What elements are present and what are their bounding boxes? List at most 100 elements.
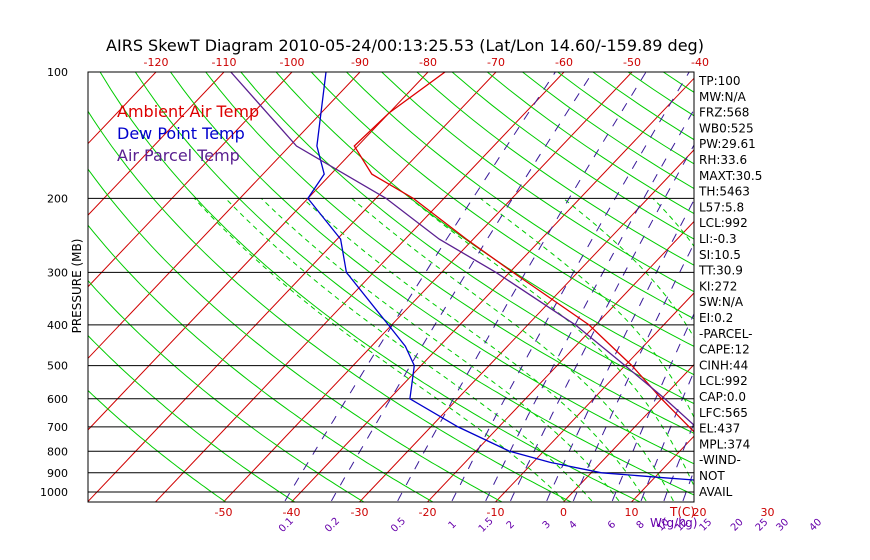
mixing-ratio-unit-label: W(g/kg) (650, 516, 697, 530)
moist-adiabat-line (302, 198, 647, 502)
chart-title: AIRS SkewT Diagram 2010-05-24/00:13:25.5… (106, 36, 704, 55)
index-value: MPL:374 (699, 437, 750, 451)
index-value: EI:0.2 (699, 311, 733, 325)
moist-adiabat-line (562, 198, 694, 339)
bottom-temp-tick-label: 0 (560, 506, 567, 519)
dry-adiabat-line (804, 72, 870, 503)
index-value: TT:30.9 (698, 264, 743, 278)
mixing-ratio-tick-label: 4 (567, 519, 579, 531)
pressure-tick-label: 900 (47, 467, 68, 480)
isotherm-line (290, 77, 694, 502)
index-value: RH:33.6 (699, 153, 747, 167)
mixing-ratio-tick-label: 3 (541, 519, 553, 531)
label-layer: 0.1 0.2 0.5 1 1.5 2 3 4 6 8 10 12 15 20 25 30 4010020030… (40, 56, 824, 535)
bottom-temp-tick-label: 30 (761, 506, 775, 519)
mixing-ratio-tick-label: 30 (774, 517, 791, 534)
mixing-ratio-line (663, 421, 694, 502)
mixing-ratio-line (451, 72, 690, 502)
dry-adiabat-line (769, 72, 870, 503)
mixing-ratio-tick-label: 2 (505, 519, 517, 531)
mixing-ratio-line (330, 72, 594, 502)
legend-entry: Dew Point Temp (117, 124, 245, 143)
index-value: MAXT:30.5 (699, 169, 762, 183)
mixing-ratio-tick-label: 6 (606, 519, 618, 531)
mixing-ratio-tick-label: 0.5 (389, 516, 408, 535)
isotherm-line (562, 363, 694, 502)
pressure-tick-label: 600 (47, 393, 68, 406)
mixing-ratio-line (738, 72, 870, 501)
isotherm-line (222, 72, 633, 502)
isotherm-line (767, 72, 870, 503)
top-temp-tick-label: -60 (555, 56, 573, 69)
mixing-ratio-tick-label: 15 (698, 517, 715, 534)
mixing-ratio-line (284, 72, 556, 502)
index-value: KI:272 (699, 279, 737, 293)
mixing-ratio-tick-label: 25 (754, 517, 771, 534)
plot-frame (87, 71, 695, 503)
dry-adiabat-line (451, 72, 694, 240)
legend-entry: Ambient Air Temp (117, 102, 259, 121)
mixing-ratio-tick-label: 0.2 (323, 516, 342, 535)
pressure-tick-label: 200 (47, 192, 68, 205)
bottom-temp-tick-label: -50 (215, 506, 233, 519)
index-value: FRZ:568 (699, 106, 749, 120)
mixing-ratio-tick-label: 20 (729, 517, 746, 534)
dry-adiabat-line (205, 72, 694, 434)
index-value: CAPE:12 (699, 343, 750, 357)
index-value: LFC:565 (699, 406, 748, 420)
mixing-ratio-line (485, 108, 694, 502)
moist-adiabat-line (261, 198, 620, 502)
mixing-ratio-line (784, 72, 870, 501)
index-value: LCL:992 (699, 216, 748, 230)
bottom-temp-tick-label: -40 (283, 506, 301, 519)
index-value: -PARCEL- (699, 327, 753, 341)
index-value: AVAIL (699, 485, 733, 499)
index-value: SI:10.5 (699, 248, 741, 262)
isotherm-line (0, 72, 20, 503)
dry-adiabat-line (522, 72, 694, 190)
top-temp-tick-label: -100 (280, 56, 305, 69)
top-temp-tick-label: -80 (419, 56, 437, 69)
moist-adiabat-line (803, 198, 837, 501)
dry-adiabat-line (240, 72, 694, 405)
index-value: WB0:525 (699, 121, 754, 135)
isotherm-line (88, 72, 225, 216)
index-value: LI:-0.3 (699, 232, 737, 246)
bottom-temp-tick-label: -20 (419, 506, 437, 519)
mixing-ratio-tick-label: 40 (808, 517, 825, 534)
index-value: CAP:0.0 (699, 390, 746, 404)
index-value: NOT (699, 469, 725, 483)
pressure-tick-label: 400 (47, 319, 68, 332)
pressure-tick-label: 1000 (40, 486, 68, 499)
legend-entry: Air Parcel Temp (117, 146, 240, 165)
index-value: EL:437 (699, 422, 740, 436)
bottom-temp-tick-label: 20 (693, 506, 707, 519)
pressure-tick-label: 700 (47, 421, 68, 434)
pressure-tick-label: 100 (47, 66, 68, 79)
top-temp-tick-label: -90 (351, 56, 369, 69)
top-temp-tick-label: -70 (487, 56, 505, 69)
ambient-temp-line (353, 72, 694, 433)
mixing-ratio-line (763, 72, 870, 501)
top-temp-tick-label: -110 (212, 56, 237, 69)
isotherm-line (154, 72, 565, 502)
mixing-ratio-tick-label: 1 (447, 519, 459, 531)
mixing-ratio-line (817, 72, 870, 501)
isotherm-line (835, 72, 870, 503)
t-axis-unit-label: T(C) (669, 505, 695, 519)
pressure-tick-label: 800 (47, 445, 68, 458)
dry-adiabat-line (839, 72, 870, 503)
moist-adiabat-line (480, 198, 694, 419)
y-axis-label: PRESSURE (MB) (70, 239, 84, 334)
index-value: LCL:992 (699, 374, 748, 388)
dry-adiabat-line (381, 72, 694, 293)
pressure-tick-label: 300 (47, 266, 68, 279)
dew-point-line (307, 72, 694, 481)
index-value: TH:5463 (698, 185, 750, 199)
dry-adiabat-line (416, 72, 694, 266)
mixing-ratio-tick-label: 8 (635, 519, 647, 531)
dry-adiabat-line (310, 72, 694, 347)
index-value: PW:29.61 (699, 137, 756, 151)
